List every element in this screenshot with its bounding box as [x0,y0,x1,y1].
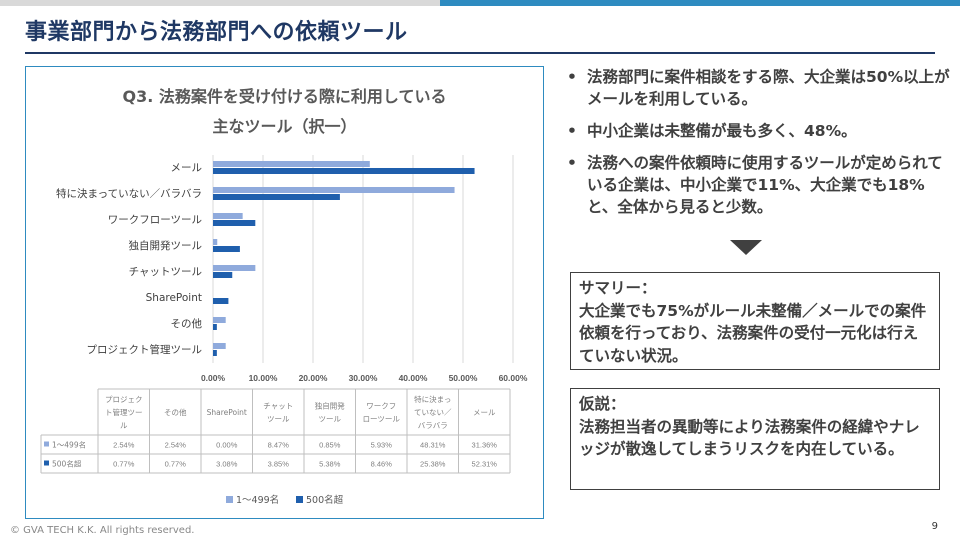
table-cell-value: 5.38% [319,460,341,469]
table-header-label: ローツール [363,415,401,424]
table-header-label: SharePoint [207,408,247,417]
category-label: ワークフローツール [108,214,202,226]
table-header-label: 独自開発 [315,401,345,411]
x-tick-label: 10.00% [249,373,278,383]
down-arrow-icon [730,240,762,255]
x-tick-label: 60.00% [499,373,528,383]
hypothesis-text: 法務担当者の異動等により法務案件の経緯やナレッジが散逸してしまうリスクを内在して… [579,417,920,459]
table-header-label: ていない／ [414,408,452,417]
bar [213,324,217,330]
table-cell-value: 3.08% [216,460,238,469]
table-header-label: ツール [267,415,290,424]
findings-list: 法務部門に案件相談をする際、大企業は50%以上がメールを利用している。 中小企業… [565,66,950,228]
table-legend-key [44,460,49,466]
legend-swatch [296,496,303,503]
table-cell-value: 2.54% [113,441,135,450]
bar [213,213,243,219]
x-tick-label: 40.00% [399,373,428,383]
bar-chart: 0.00% 10.00% 20.00% 30.00% 40.00% 50.00% 60.00… [40,155,528,506]
bar [213,272,233,278]
category-label: チャットツール [129,266,202,278]
top-accent-bar-blue [440,0,960,6]
table-cell-value: 25.38% [420,460,446,469]
table-cell-value: 31.36% [472,441,498,450]
legend-label: 500名超 [306,494,344,506]
chart-title-line1: Q3. 法務案件を受け付ける際に利用している [122,87,447,106]
legend-label: 1～499名 [236,494,279,506]
category-label: 特に決まっていない／バラバラ [56,188,202,200]
bar [213,343,226,349]
table-header-label: ト管理ツー [105,407,143,417]
finding-item: 法務への案件依頼時に使用するツールが定められている企業は、中小企業で11%、大企… [565,152,950,218]
x-tick-label: 0.00% [201,373,226,383]
table-header-label: 特に決まっ [414,394,451,404]
bar [213,220,256,226]
bar [213,265,256,271]
category-label: プロジェクト管理ツール [87,343,203,356]
summary-text: 大企業でも75%がルール未整備／メールでの案件依頼を行っており、法務案件の受付一… [579,301,927,365]
category-label: メール [171,162,203,174]
summary-box: サマリー： 大企業でも75%がルール未整備／メールでの案件依頼を行っており、法務… [570,272,940,370]
table-cell-value: 0.00% [216,441,238,450]
table-cell-value: 2.54% [165,441,187,450]
table-header-label: ル [120,421,128,430]
table-cell-value: 0.77% [113,460,135,469]
chart-panel: Q3. 法務案件を受け付ける際に利用している 主なツール（択一） 0.00% 10… [25,66,544,519]
top-accent-bar-gray [0,0,440,6]
table-header-label: ツール [319,415,342,424]
table-cell-value: 0.85% [319,441,341,450]
table-row-label: 1～499名 [52,440,86,450]
hypothesis-heading: 仮説： [579,395,626,413]
table-header-label: プロジェク [105,395,143,404]
table-cell-value: 0.77% [165,460,187,469]
bar [213,298,229,304]
legend-swatch [226,496,233,503]
table-cell-value: 8.46% [371,460,393,469]
bar [213,161,370,167]
bar [213,350,217,356]
table-header-label: ワークフ [366,402,396,411]
finding-item: 中小企業は未整備が最も多く、48%。 [565,120,950,142]
finding-item: 法務部門に案件相談をする際、大企業は50%以上がメールを利用している。 [565,66,950,110]
table-cell-value: 8.47% [268,441,290,450]
page-title: 事業部門から法務部門への依頼ツール [25,20,408,45]
x-tick-label: 20.00% [299,373,328,383]
bar [213,246,240,252]
table-header-label: その他 [164,407,187,417]
table-legend-key [44,441,49,447]
title-divider [25,52,935,54]
table-header-label: チャット [263,402,293,411]
bar [213,187,455,193]
table-cell-value: 5.93% [371,441,393,450]
bar [213,168,475,174]
category-label: その他 [171,317,203,330]
table-row-label: 500名超 [52,459,82,469]
page-number: 9 [931,521,938,532]
bar [213,317,226,323]
category-label: SharePoint [146,292,202,304]
table-cell-value: 3.85% [268,460,290,469]
table-header-label: バラバラ [418,421,448,430]
hypothesis-box: 仮説： 法務担当者の異動等により法務案件の経緯やナレッジが散逸してしまうリスクを… [570,388,940,490]
chart-title-line2: 主なツール（択一） [212,117,357,136]
category-label: 独自開発ツール [129,239,203,252]
summary-heading: サマリー： [579,279,657,297]
table-cell-value: 52.31% [472,460,498,469]
x-tick-label: 30.00% [349,373,378,383]
bar [213,239,218,245]
bar [213,194,340,200]
copyright-footer: © GVA TECH K.K. All rights reserved. [10,525,195,536]
table-cell-value: 48.31% [420,441,446,450]
table-header-label: メール [473,408,496,417]
x-tick-label: 50.00% [449,373,478,383]
